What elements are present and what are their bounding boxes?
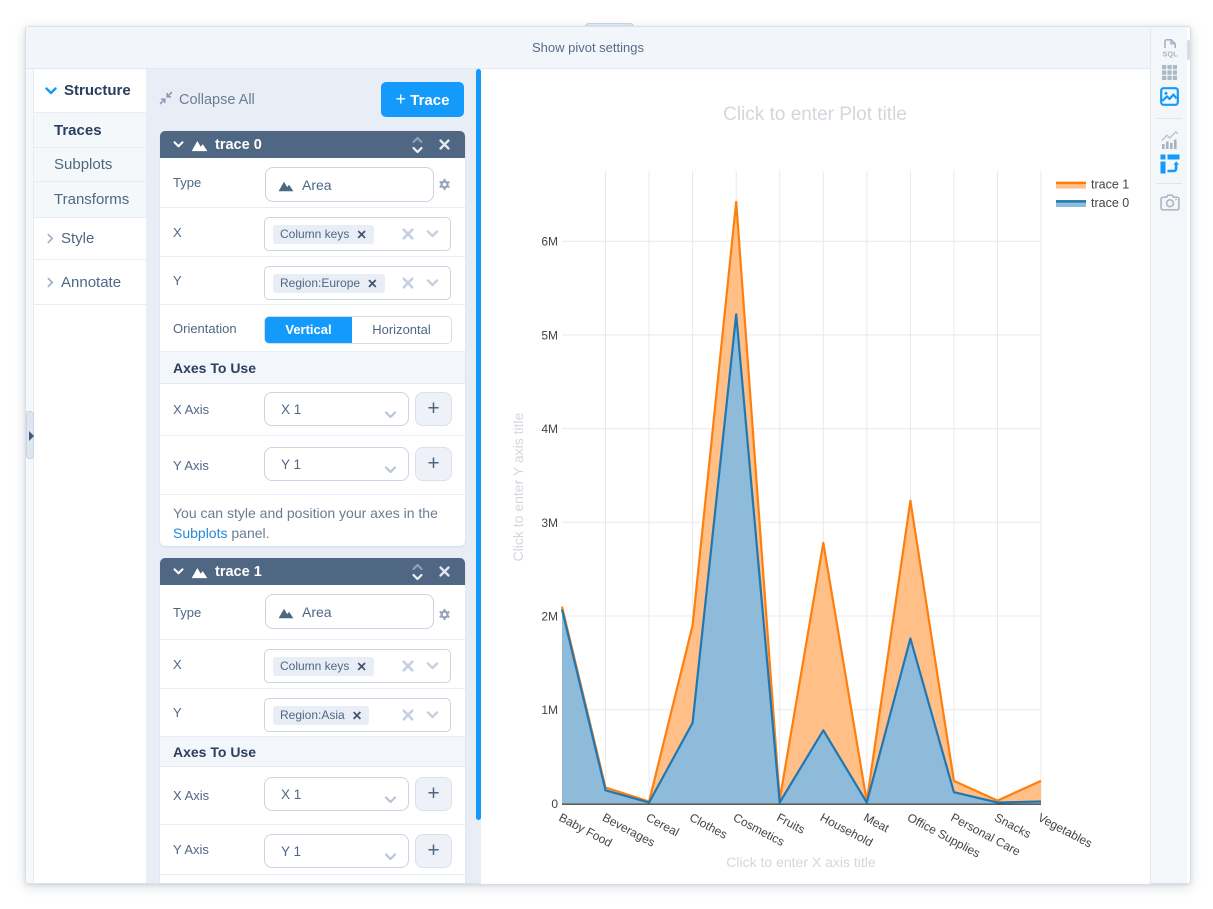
svg-text:5M: 5M [541,328,558,342]
svg-text:SQL: SQL [1162,50,1178,58]
svg-text:Click to enter Plot title: Click to enter Plot title [723,104,907,125]
svg-text:1M: 1M [541,703,558,717]
svg-text:2M: 2M [541,610,558,624]
svg-text:Clothes: Clothes [687,810,729,841]
svg-text:Click to enter Y axis title: Click to enter Y axis title [510,412,526,561]
svg-text:4M: 4M [541,422,558,436]
svg-text:Click to enter X axis title: Click to enter X axis title [726,854,876,870]
svg-text:trace 1: trace 1 [1091,178,1129,192]
svg-text:Vegetables: Vegetables [1036,810,1095,850]
svg-text:3M: 3M [541,516,558,530]
svg-text:trace 0: trace 0 [1091,196,1129,210]
svg-text:0: 0 [551,797,558,811]
svg-text:6M: 6M [541,235,558,249]
